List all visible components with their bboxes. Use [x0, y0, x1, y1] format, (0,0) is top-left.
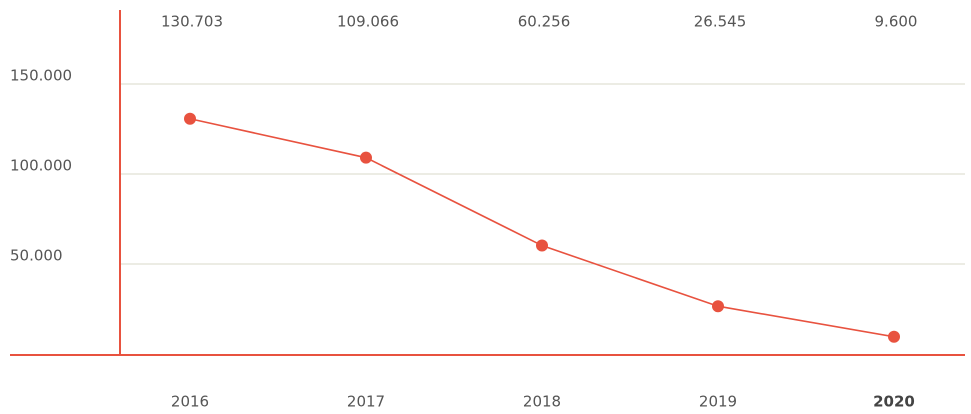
value-label: 109.066	[337, 13, 399, 31]
y-tick-label: 100.000	[10, 157, 72, 175]
data-point	[360, 151, 372, 164]
series-line	[189, 117, 895, 338]
value-label: 130.703	[161, 13, 223, 31]
y-tick-label: 50.000	[10, 247, 63, 265]
value-label: 26.545	[694, 13, 747, 31]
x-tick-label: 2017	[347, 393, 385, 411]
data-point	[536, 239, 548, 252]
value-label: 9.600	[875, 13, 918, 31]
data-point	[712, 300, 724, 313]
y-tick-label: 150.000	[10, 67, 72, 85]
x-tick-label: 2020	[873, 393, 915, 411]
x-tick-label: 2018	[523, 393, 561, 411]
x-tick-label: 2019	[699, 393, 737, 411]
x-tick-label: 2016	[171, 393, 209, 411]
data-point	[184, 112, 196, 125]
data-point	[888, 330, 900, 343]
value-label: 60.256	[518, 13, 571, 31]
